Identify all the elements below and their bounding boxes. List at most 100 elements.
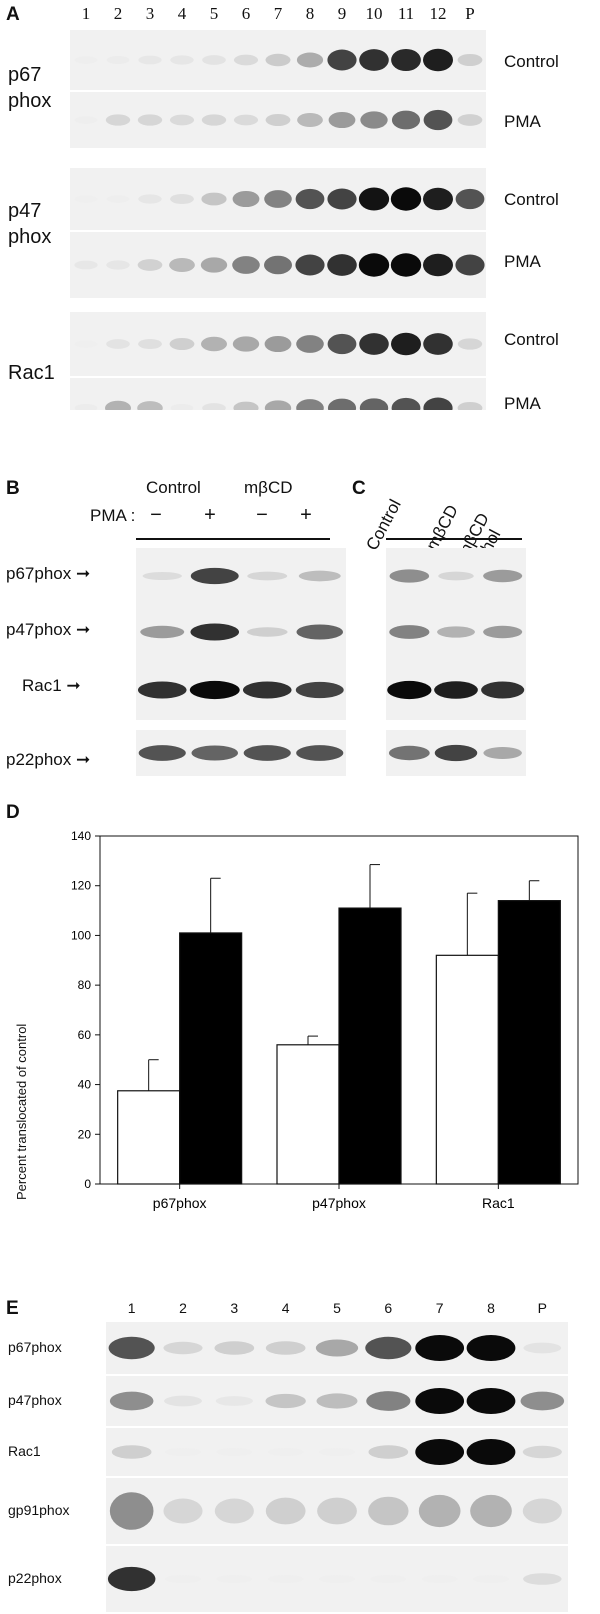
- row-label: Rac1: [8, 1443, 41, 1459]
- row-label: gp91phox: [8, 1502, 70, 1518]
- blot-band: [265, 113, 291, 127]
- lane-number: 11: [397, 4, 415, 23]
- lane-number: 10: [365, 4, 383, 23]
- blot-band: [247, 571, 288, 581]
- blot-band: [327, 188, 357, 210]
- bar-chart: 0 20 40 60 80 100 120 140 p67phox p47phox Rac1: [6, 826, 596, 1226]
- blot-band: [214, 1498, 254, 1524]
- blot-band: [481, 681, 525, 699]
- blot-band: [391, 397, 421, 410]
- blot-band: [366, 1391, 411, 1411]
- blot-band: [295, 188, 325, 210]
- lane-number: 3: [145, 4, 155, 23]
- y-tick-label: 140: [71, 829, 91, 843]
- protein-name: phox: [8, 226, 52, 248]
- blot-band: [466, 1388, 516, 1414]
- blot-band: [74, 260, 98, 270]
- blot-band: [470, 1494, 512, 1528]
- blot-band: [473, 1575, 509, 1583]
- blot-band: [316, 1393, 358, 1409]
- y-tick-label: 80: [78, 978, 92, 992]
- blot-band: [319, 1575, 355, 1583]
- blot-band: [522, 1445, 562, 1459]
- lane-number: 1: [127, 1300, 136, 1316]
- panel-a-blot-svg: [70, 30, 486, 410]
- panel-e-label: E: [6, 1298, 19, 1319]
- pma-sign: −: [256, 504, 268, 526]
- blot-band: [327, 254, 357, 276]
- bar: [276, 1044, 340, 1185]
- bar: [435, 954, 499, 1185]
- blot-band: [455, 254, 485, 276]
- condition-label: Control: [504, 330, 559, 349]
- blot-band: [105, 400, 131, 410]
- lane-number: P: [537, 1300, 547, 1316]
- blot-band: [243, 745, 291, 761]
- lane-number: P: [465, 4, 475, 23]
- blot-band: [457, 338, 483, 350]
- blot-band: [483, 625, 523, 639]
- blot-band: [74, 195, 98, 203]
- blot-band: [390, 187, 422, 211]
- blot-band: [265, 1341, 306, 1355]
- blot-band: [163, 1341, 203, 1355]
- y-tick-label: 40: [78, 1078, 92, 1092]
- blot-band: [191, 745, 239, 761]
- bar: [117, 1090, 181, 1185]
- blot-band: [169, 257, 195, 273]
- blot-band: [140, 625, 185, 639]
- row-label: Rac1 ➞: [22, 676, 81, 695]
- blot-band: [246, 627, 288, 637]
- lane-number: 5: [209, 4, 219, 23]
- blot-band: [457, 401, 483, 410]
- blot-band: [520, 1391, 565, 1411]
- blot-band: [189, 680, 240, 700]
- lane-number: 5: [333, 1300, 341, 1316]
- x-tick-label: p67phox: [153, 1195, 207, 1211]
- blot-band: [138, 745, 186, 761]
- blot-band: [415, 1388, 465, 1414]
- lane-number: 2: [113, 4, 123, 23]
- blot-band: [137, 259, 163, 271]
- blot-band: [296, 624, 344, 640]
- blot-band: [391, 48, 421, 72]
- panel-b-label: B: [6, 478, 20, 499]
- blot-band: [315, 1339, 359, 1357]
- blot-band: [201, 114, 227, 126]
- blot-band: [232, 256, 260, 274]
- blot-band: [359, 398, 389, 410]
- blot-band: [232, 336, 260, 352]
- blot-band: [434, 681, 478, 699]
- blot-band: [418, 1494, 461, 1528]
- blot-band: [296, 335, 324, 353]
- blot-band: [74, 403, 98, 410]
- blot-band: [296, 745, 344, 761]
- condition-label: PMA: [504, 252, 541, 271]
- protein-name: Rac1: [8, 362, 55, 384]
- blot-band: [232, 190, 260, 208]
- blot-band: [165, 1575, 201, 1583]
- blot-band: [109, 1391, 154, 1411]
- blot-band: [319, 1448, 355, 1456]
- blot-band: [365, 1336, 412, 1360]
- blot-band: [359, 49, 389, 71]
- blot-band: [327, 333, 357, 355]
- condition-label: PMA: [504, 112, 541, 131]
- row-label: p22phox ➞: [6, 750, 91, 769]
- blot-band: [106, 339, 130, 349]
- blot-band: [360, 111, 388, 129]
- blot-band: [265, 53, 291, 67]
- blot-band: [165, 1448, 201, 1456]
- protein-name: phox: [8, 90, 52, 112]
- blot-band: [434, 744, 478, 762]
- blot-band: [415, 1335, 465, 1361]
- lane-number: 8: [487, 1300, 495, 1316]
- blot-band: [105, 114, 131, 126]
- panel-e-blot-svg: [106, 1322, 568, 1612]
- blot-strip-bg: [106, 1546, 568, 1612]
- blot-band: [466, 1335, 516, 1361]
- blot-band: [483, 569, 523, 583]
- blot-band: [164, 1395, 202, 1407]
- pma-sign: +: [204, 504, 216, 526]
- blot-band: [111, 1445, 152, 1459]
